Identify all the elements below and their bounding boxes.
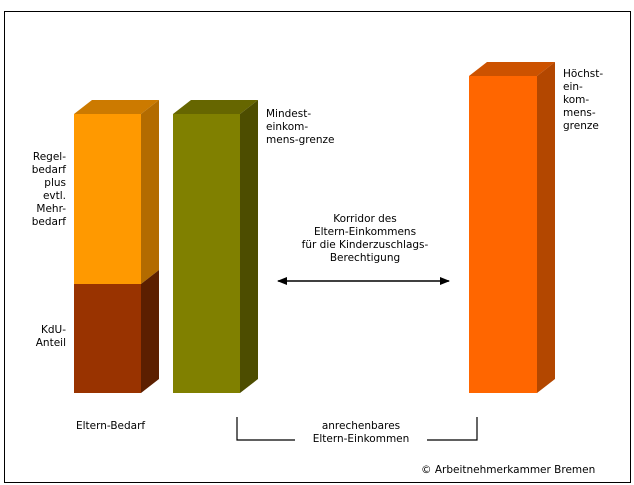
mindest-front-face: [173, 114, 240, 393]
income-bracket-right: [427, 417, 478, 441]
kdu-segment: [74, 284, 141, 393]
kdu-label: KdU- Anteil: [35, 324, 66, 349]
mindest-side-face: [240, 100, 258, 393]
mindest-top-face: [173, 100, 258, 114]
mindest-label: Mindest- einkom- mens-grenze: [266, 108, 335, 146]
mindest-bar: [173, 100, 258, 393]
regelbedarf-side-face: [141, 100, 159, 284]
hoechst-top-face: [469, 62, 555, 76]
anrechenbares-label: anrechenbares Eltern-Einkommen: [312, 420, 410, 445]
hoechst-side-face: [537, 62, 555, 393]
kdu-side-face: [141, 270, 159, 393]
income-bracket: [236, 417, 295, 441]
copyright-label: © Arbeitnehmerkammer Bremen: [421, 464, 596, 476]
korridor-label: Korridor des Eltern-Einkommens für die K…: [301, 213, 429, 264]
regelbedarf-label: Regel- bedarf plus evtl. Mehr- bedarf: [31, 151, 66, 228]
hoechst-label: Höchst- ein- kom- mens- grenze: [563, 68, 604, 132]
diagram-frame: [4, 11, 631, 483]
hoechst-bar: [469, 62, 555, 393]
eltern-bedarf-label: Eltern-Bedarf: [76, 420, 146, 432]
hoechst-front-face: [469, 76, 537, 393]
regelbedarf-segment: [74, 114, 141, 284]
regelbedarf-top-face: [74, 100, 159, 114]
eltern-bedarf-bar: [74, 100, 159, 393]
